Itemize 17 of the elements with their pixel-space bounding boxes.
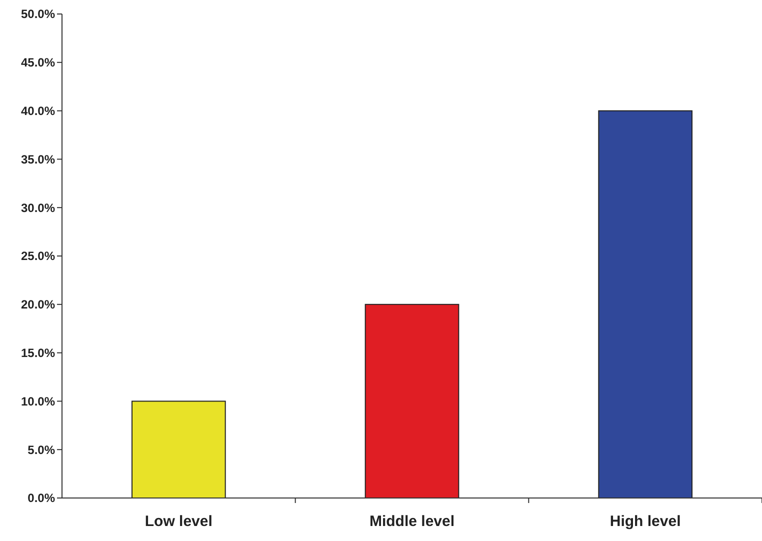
bar: [132, 400, 226, 498]
y-tick-label: 20.0%: [20, 298, 56, 312]
bar: [598, 110, 692, 498]
bar: [364, 304, 460, 498]
y-tick-label: 15.0%: [20, 346, 56, 360]
y-tick-label: 35.0%: [20, 152, 56, 166]
y-tick-label: 30.0%: [20, 200, 56, 215]
y-tick-label: 5.0%: [28, 442, 56, 457]
y-tick-label: 0.0%: [28, 491, 56, 506]
y-tick-label: 10.0%: [20, 394, 56, 408]
x-tick-label: High level: [610, 513, 681, 530]
y-tick-label: 25.0%: [20, 249, 56, 264]
y-tick-label: 45.0%: [20, 56, 56, 70]
x-tick-label: Low level: [144, 513, 212, 530]
x-tick-label: Middle level: [369, 513, 455, 530]
y-tick-label: 40.0%: [20, 104, 56, 118]
y-tick-label: 50.0%: [20, 7, 56, 22]
